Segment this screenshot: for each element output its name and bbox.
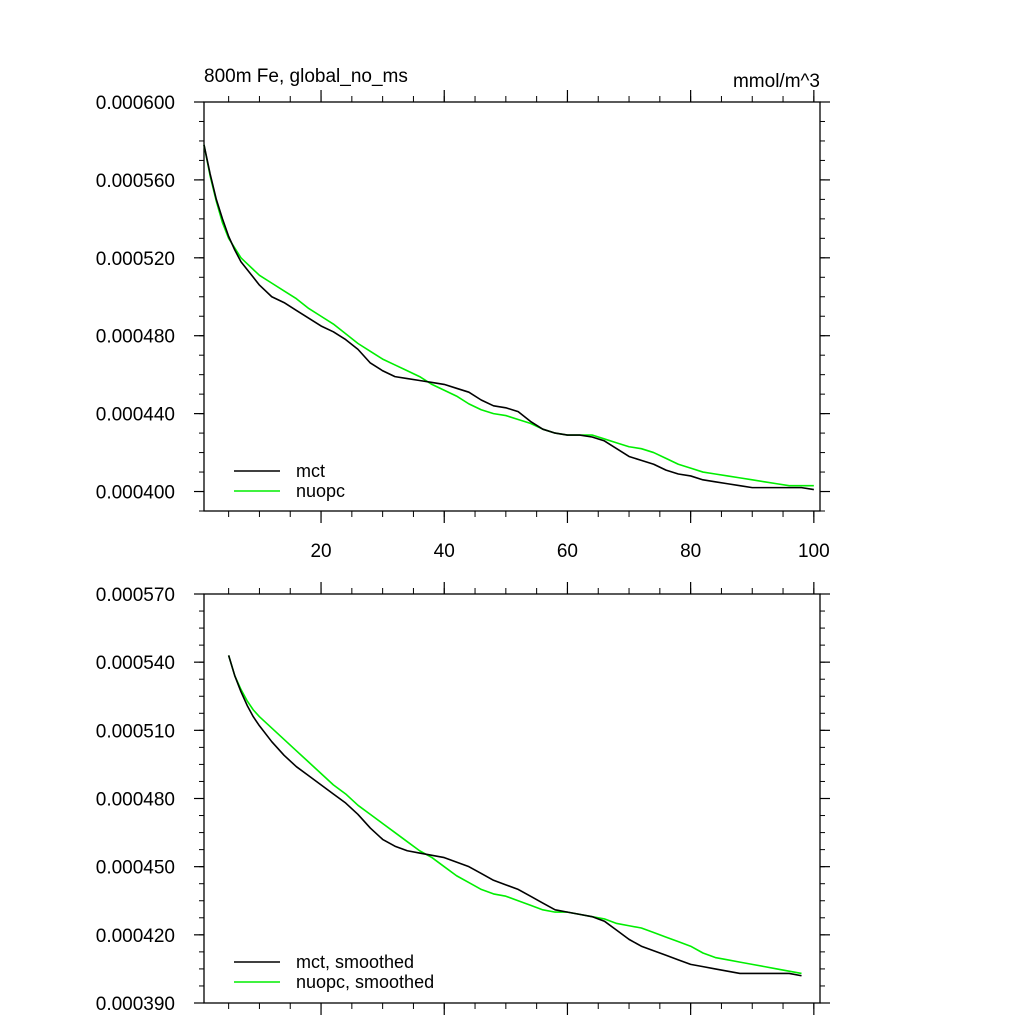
y-tick-label: 0.000570 <box>96 585 175 606</box>
bottom-ticks: 0.000390 0.000420 0.000450 0.000480 0.000510… <box>96 582 830 1015</box>
bottom-plot-frame <box>203 593 821 1004</box>
top-chart-units: mmol/m^3 <box>733 71 820 92</box>
x-tick-label: 40 <box>434 541 455 562</box>
y-tick-label: 0.000520 <box>96 249 175 270</box>
legend-mct-smoothed-label: mct, smoothed <box>296 952 414 972</box>
series-line-mct-smoothed <box>227 655 802 977</box>
top-legend: mct nuopc <box>234 461 345 501</box>
y-tick-label: 0.000510 <box>96 721 175 742</box>
y-tick-label: 0.000390 <box>96 994 175 1015</box>
y-tick-label: 0.000600 <box>96 93 175 114</box>
x-tick-label: 20 <box>310 541 331 562</box>
top-plot-frame <box>203 101 821 512</box>
y-tick-label: 0.000480 <box>96 327 175 348</box>
y-tick-label: 0.000540 <box>96 653 175 674</box>
legend-nuopc-label: nuopc <box>296 481 345 501</box>
x-tick-label: 80 <box>680 541 701 562</box>
top-ticks: 0.000400 0.000440 0.000480 0.000520 0.000560… <box>96 90 830 562</box>
top-series-lines <box>203 144 814 491</box>
top-panel: 800m Fe, global_no_ms mmol/m^3 0.0004000… <box>96 66 830 562</box>
y-tick-label: 0.000560 <box>96 171 175 192</box>
y-tick-label: 0.000440 <box>96 405 175 426</box>
series-line-nuopc-smoothed <box>227 655 802 975</box>
y-tick-label: 0.000420 <box>96 926 175 947</box>
bottom-series-lines <box>227 655 802 977</box>
series-line-mct <box>203 144 814 491</box>
y-tick-label: 0.000400 <box>96 483 175 504</box>
x-tick-label: 60 <box>557 541 578 562</box>
legend-nuopc-smoothed-label: nuopc, smoothed <box>296 972 434 992</box>
legend-mct-label: mct <box>296 461 325 481</box>
bottom-legend: mct, smoothed nuopc, smoothed <box>234 952 434 992</box>
y-tick-label: 0.000450 <box>96 858 175 879</box>
top-chart-title: 800m Fe, global_no_ms <box>204 66 408 87</box>
x-tick-label: 100 <box>798 541 830 562</box>
bottom-panel: 0.000390 0.000420 0.000450 0.000480 0.000510… <box>96 582 830 1015</box>
y-tick-label: 0.000480 <box>96 790 175 811</box>
series-line-nuopc <box>203 144 814 487</box>
